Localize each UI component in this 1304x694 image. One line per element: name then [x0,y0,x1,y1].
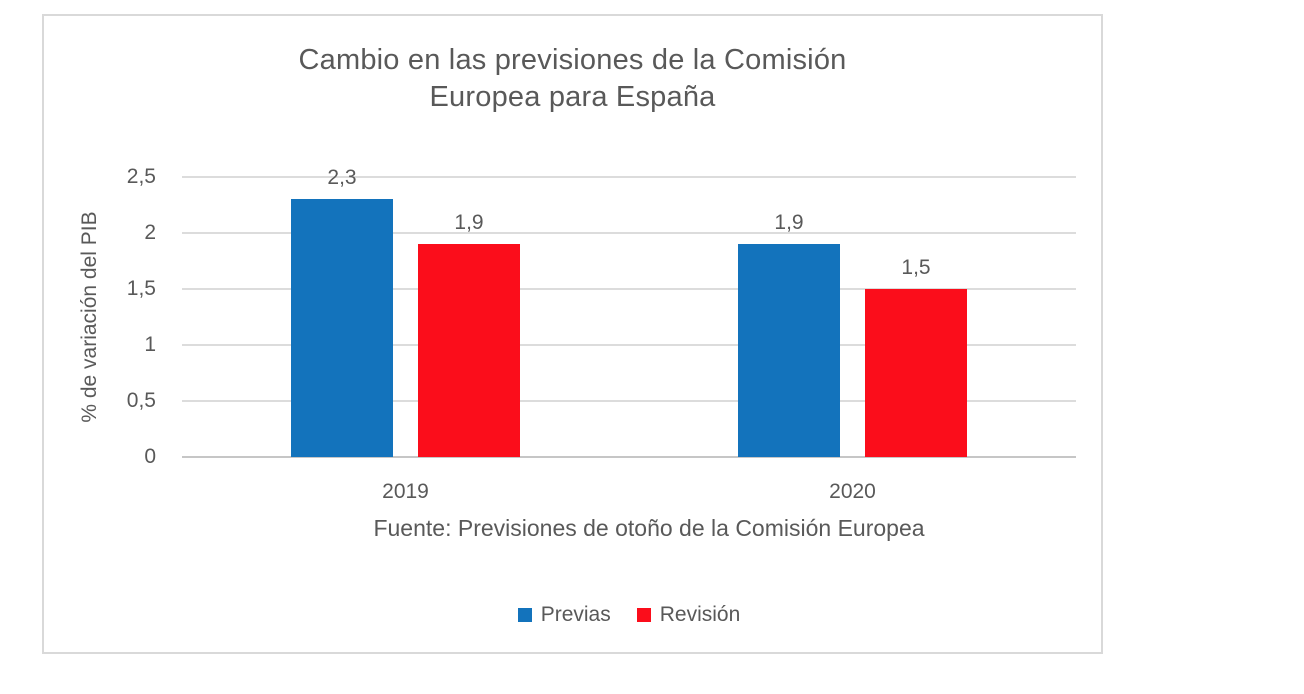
x-axis-line [182,456,1076,458]
legend-label: Previas [540,603,611,626]
chart: Cambio en las previsiones de la Comisión… [42,14,1103,654]
legend-swatch-icon [517,608,532,622]
bar-previas-2019 [291,199,393,457]
bar-value-label: 1,9 [774,211,804,235]
bar-value-label: 1,5 [901,256,931,279]
legend-swatch-icon [636,608,651,622]
y-tick-label: 1,5 [126,277,156,300]
bar-previas-2020 [738,244,840,457]
chart-title: Cambio en las previsiones de la Comisión… [44,42,1101,116]
gridline [182,176,1076,178]
gridline [182,288,1076,290]
x-category-label-2020: 2020 [829,480,876,503]
bar-revisión-2020 [865,289,967,457]
legend-item-previas: Previas [517,603,611,627]
bar-revisión-2019 [418,244,520,457]
legend-label: Revisión [659,603,741,626]
legend: Previas Revisión [182,603,1076,627]
x-category-label-2019: 2019 [382,480,429,503]
gridline [182,400,1076,402]
chart-title-line-1: Cambio en las previsiones de la Comisión [298,44,847,76]
y-tick-label: 0,5 [126,389,156,412]
gridline [182,232,1076,234]
y-tick-label: 2,5 [126,165,156,188]
plot-area: 2,3 1,9 1,9 1,5 [182,166,1076,458]
bar-value-label: 2,3 [327,166,357,190]
bar-value-label: 1,9 [454,211,484,235]
y-tick-label: 0 [144,445,156,468]
gridline [182,344,1076,346]
source-note: Fuente: Previsiones de otoño de la Comis… [373,515,925,541]
chart-title-line-2: Europea para España [429,81,716,113]
y-tick-label: 2 [144,221,156,244]
y-axis-title: % de variación del PIB [78,211,101,423]
y-tick-label: 1 [144,333,156,356]
legend-item-revisión: Revisión [636,603,741,627]
